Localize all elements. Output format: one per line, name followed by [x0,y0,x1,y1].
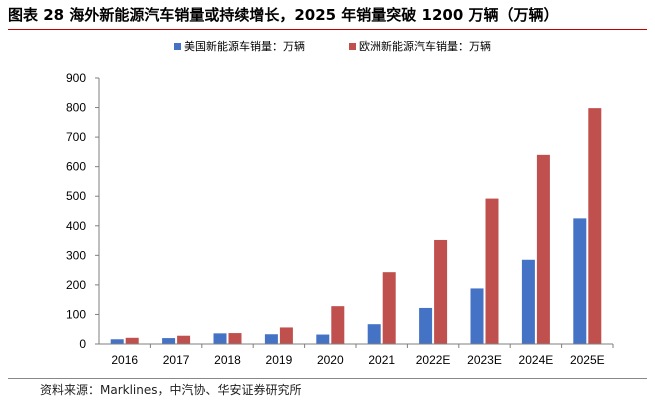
x-tick-label: 2021 [368,353,395,367]
bar-us-2018 [213,333,227,344]
chart-title: 图表 28 海外新能源汽车销量或持续增长，2025 年销量突破 1200 万辆（… [8,6,559,24]
y-tick-label: 300 [66,248,86,262]
y-axis: 0 100 200 300 400 500 600 700 800 900 [66,71,100,351]
legend: 美国新能源车销量：万辆 欧洲新能源汽车销量：万辆 [174,39,491,53]
x-tick-label: 2020 [317,353,344,367]
bar-us-2017 [162,338,176,344]
x-tick-label: 2023E [467,353,502,367]
bar-eu-2024E [536,154,550,344]
title-rule [8,29,647,30]
x-tick-label: 2018 [214,353,241,367]
bar-eu-2023E [485,198,499,344]
bar-us-2020 [316,334,330,344]
y-tick-label: 400 [66,219,86,233]
y-tick-label: 700 [66,130,86,144]
y-tick-label: 900 [66,71,86,85]
x-tick-label: 2017 [163,353,190,367]
bar-us-2021 [367,324,381,344]
legend-label-eu: 欧洲新能源汽车销量：万辆 [359,39,491,53]
bar-eu-2019 [279,327,293,344]
x-tick-label: 2025E [570,353,605,367]
legend-swatch-eu [349,43,356,50]
bars [110,108,602,344]
y-tick-label: 100 [66,307,86,321]
y-tick-label: 200 [66,278,86,292]
y-tick-label: 800 [66,101,86,115]
x-tick-label: 2022E [416,353,451,367]
bar-eu-2021 [382,272,396,344]
bar-us-2025E [573,218,587,344]
x-tick-label: 2019 [266,353,293,367]
x-tick-label: 2016 [111,353,138,367]
bar-eu-2016 [125,337,139,344]
legend-label-us: 美国新能源车销量：万辆 [184,39,305,53]
bar-us-2016 [110,339,124,344]
bar-eu-2017 [177,335,191,344]
bar-eu-2020 [331,306,345,344]
legend-swatch-us [174,43,181,50]
source-note: 资料来源：Marklines，中汽协、华安证券研究所 [40,383,302,397]
bar-eu-2018 [228,333,242,344]
x-tick-label: 2024E [519,353,554,367]
bar-us-2022E [419,307,433,344]
y-tick-label: 500 [66,189,86,203]
bar-us-2023E [470,288,484,344]
bar-us-2024E [521,259,535,344]
y-tick-label: 0 [79,337,86,351]
y-tick-label: 600 [66,160,86,174]
x-axis: 2016 2017 2018 2019 2020 2021 2022E 2023E 2024E 2… [99,343,614,367]
footer-rule [8,378,647,379]
bar-eu-2022E [434,239,448,344]
bar-eu-2025E [588,108,602,344]
bar-us-2019 [264,334,278,344]
